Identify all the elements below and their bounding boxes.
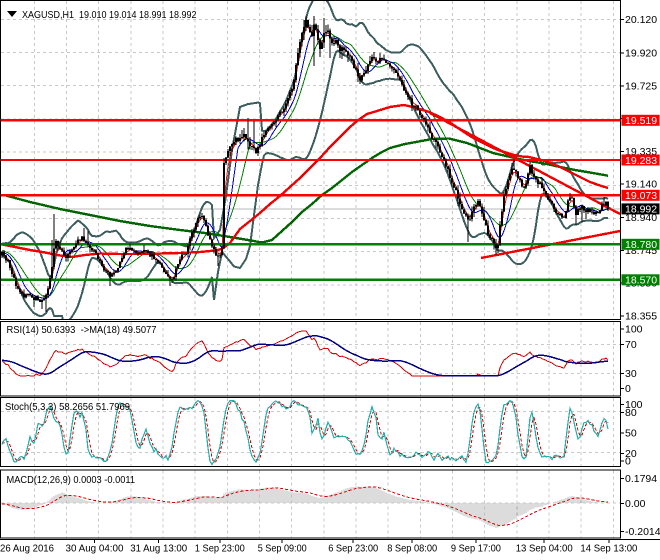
svg-text:19.283: 19.283 [625, 155, 657, 167]
svg-text:6 Sep 23:00: 6 Sep 23:00 [328, 543, 378, 555]
svg-text:18.940: 18.940 [625, 212, 657, 224]
svg-text:18.780: 18.780 [625, 239, 657, 251]
svg-text:0.1794: 0.1794 [625, 473, 657, 485]
svg-text:8 Sep 08:00: 8 Sep 08:00 [387, 543, 437, 555]
svg-text:80: 80 [625, 407, 637, 419]
svg-text:100: 100 [625, 399, 643, 411]
svg-text:18.992: 18.992 [625, 204, 657, 216]
svg-text:20: 20 [625, 448, 637, 460]
svg-text:18.355: 18.355 [625, 311, 657, 323]
svg-text:0.00: 0.00 [625, 498, 646, 510]
svg-text:50: 50 [625, 427, 637, 439]
svg-text:19.920: 19.920 [625, 48, 657, 60]
svg-text:XAGUSD,H1 19.010 19.014 18.99: XAGUSD,H1 19.010 19.014 18.991 18.992 [22, 9, 197, 21]
svg-text:Stoch(5,3,3) 58.2656 51.7969: Stoch(5,3,3) 58.2656 51.7969 [5, 401, 130, 413]
svg-text:19.140: 19.140 [625, 179, 657, 191]
svg-text:MACD(12,26,9) 0.0003 -0.0011: MACD(12,26,9) 0.0003 -0.0011 [7, 474, 136, 486]
svg-text:70: 70 [625, 339, 637, 351]
svg-text:19.073: 19.073 [625, 190, 657, 202]
svg-text:26 Aug 2016: 26 Aug 2016 [0, 543, 54, 555]
svg-text:0: 0 [625, 456, 631, 468]
svg-text:20.120: 20.120 [625, 14, 657, 26]
svg-text:31 Aug 13:00: 31 Aug 13:00 [130, 543, 187, 555]
svg-text:100: 100 [625, 323, 643, 335]
svg-text:14 Sep 13:00: 14 Sep 13:00 [580, 543, 637, 555]
svg-text:9 Sep 17:00: 9 Sep 17:00 [451, 543, 501, 555]
svg-text:19.519: 19.519 [625, 115, 657, 127]
svg-text:30 Aug 04:00: 30 Aug 04:00 [66, 543, 124, 555]
svg-text:19.725: 19.725 [625, 81, 657, 93]
svg-text:0: 0 [625, 383, 631, 395]
svg-text:1 Sep 23:00: 1 Sep 23:00 [195, 543, 245, 555]
svg-text:18.570: 18.570 [625, 275, 657, 287]
svg-text:RSI(14) 50.6393 ->MA(18) 49.5: RSI(14) 50.6393 ->MA(18) 49.5077 [7, 324, 157, 336]
svg-text:-0.2014: -0.2014 [625, 526, 660, 538]
svg-text:5 Sep 09:00: 5 Sep 09:00 [258, 543, 307, 555]
svg-text:30: 30 [625, 368, 637, 380]
svg-text:13 Sep 04:00: 13 Sep 04:00 [516, 543, 573, 555]
